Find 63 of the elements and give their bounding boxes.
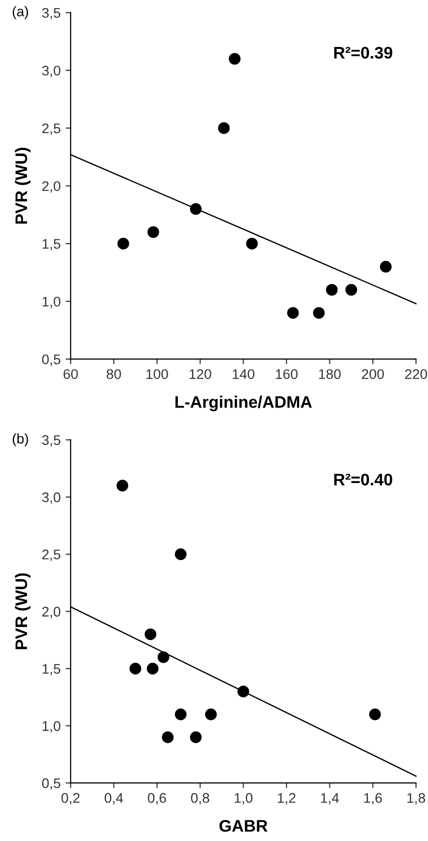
x-tick-label: 180 xyxy=(319,369,341,380)
point xyxy=(147,226,160,238)
x-tick-label: 1,0 xyxy=(234,793,252,805)
point xyxy=(117,238,130,250)
point xyxy=(228,52,241,65)
y-tick-label: 1,0 xyxy=(42,721,60,733)
x-tick-label: 120 xyxy=(190,369,212,380)
annotation: R²=0.39 xyxy=(334,46,392,59)
point xyxy=(144,628,156,640)
y-tick-label: 1,0 xyxy=(42,296,60,308)
chart-title: (b) xyxy=(12,433,28,446)
y-tick-label: 3,5 xyxy=(42,8,60,20)
y-tick-label: 2,0 xyxy=(42,181,60,193)
point xyxy=(130,662,142,674)
x-tick-label: 1,6 xyxy=(364,793,382,805)
y-tick-label: 0,5 xyxy=(42,778,60,790)
point xyxy=(313,307,325,319)
point xyxy=(326,284,338,296)
x-tick-label: 80 xyxy=(106,369,121,380)
x-tick-label: 1,4 xyxy=(321,793,339,805)
y-axis-title: PVR (WU) xyxy=(14,573,30,650)
y-tick-label: 2,5 xyxy=(42,123,60,135)
x-tick-label: 140 xyxy=(232,369,254,380)
y-tick-label: 2,0 xyxy=(42,606,60,618)
point xyxy=(174,708,187,720)
point xyxy=(205,708,217,720)
y-tick-label: 3,0 xyxy=(42,66,60,78)
x-tick-label: 220 xyxy=(405,369,428,380)
x-tick-label: 160 xyxy=(276,369,298,380)
x-tick-label: 0,2 xyxy=(62,793,80,805)
point xyxy=(380,260,392,273)
y-tick-label: 1,5 xyxy=(42,664,60,676)
y-axis-title: PVR (WU) xyxy=(14,148,30,224)
x-axis-title: L-Arginine/ADMA xyxy=(175,396,312,412)
point xyxy=(146,662,158,674)
x-axis-title: GABR xyxy=(219,820,268,832)
point xyxy=(345,284,358,296)
point xyxy=(237,686,250,698)
y-tick-label: 1,5 xyxy=(42,239,60,250)
x-tick-label: 1,2 xyxy=(278,793,296,805)
chart-title: (a) xyxy=(12,6,28,20)
point xyxy=(162,731,174,744)
point xyxy=(190,203,202,215)
y-tick-label: 3,5 xyxy=(42,435,60,447)
point xyxy=(369,708,381,720)
point xyxy=(218,122,230,134)
x-tick-label: 100 xyxy=(146,369,168,380)
x-tick-label: 0,6 xyxy=(148,793,166,805)
y-tick-label: 2,5 xyxy=(42,550,60,562)
x-tick-label: 1,8 xyxy=(407,793,426,805)
x-tick-label: 200 xyxy=(362,369,384,380)
x-tick-label: 0,8 xyxy=(191,793,210,805)
x-tick-label: 60 xyxy=(64,369,78,380)
point xyxy=(116,480,128,492)
point xyxy=(287,307,299,319)
point xyxy=(174,548,187,560)
x-tick-label: 0,4 xyxy=(104,793,124,805)
y-tick-label: 0,5 xyxy=(42,354,60,366)
point xyxy=(158,651,170,663)
point xyxy=(246,238,258,250)
y-tick-label: 3,0 xyxy=(42,492,60,504)
point xyxy=(190,731,202,744)
annotation: R²=0.40 xyxy=(334,474,392,486)
